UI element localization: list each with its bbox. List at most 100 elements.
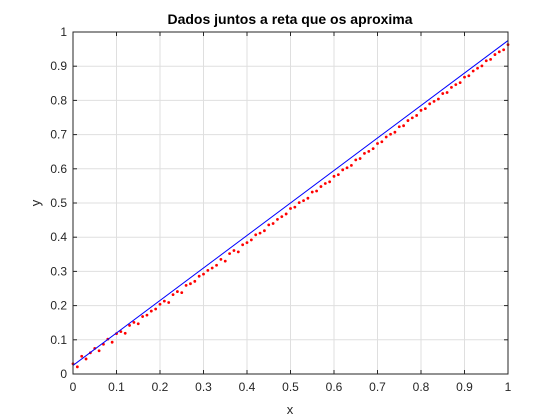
y-tick-label: 0.4	[50, 230, 67, 244]
data-point	[197, 274, 201, 278]
x-tick-label: 0.9	[456, 380, 473, 394]
data-point	[406, 119, 410, 122]
data-point	[132, 320, 136, 324]
data-point	[354, 158, 358, 162]
data-point	[128, 324, 131, 327]
data-point	[80, 354, 84, 358]
data-point	[289, 207, 292, 210]
y-tick-label: 1	[60, 25, 67, 39]
data-point	[306, 196, 310, 200]
data-point	[123, 331, 127, 335]
fit-line	[72, 40, 509, 366]
x-tick-label: 0	[70, 380, 77, 394]
data-point	[228, 252, 232, 256]
data-point	[380, 140, 384, 144]
data-point	[363, 152, 366, 155]
data-point	[241, 243, 245, 247]
data-point	[293, 205, 297, 209]
data-point	[484, 59, 488, 63]
y-tick-label: 0.3	[50, 264, 67, 278]
data-point	[184, 284, 188, 287]
y-tick-label: 0	[60, 367, 67, 381]
data-point	[345, 166, 349, 170]
data-point	[315, 189, 318, 193]
data-point	[302, 199, 305, 203]
data-point	[167, 301, 171, 304]
data-point	[75, 365, 79, 369]
y-tick-label: 0.1	[50, 333, 67, 347]
data-point	[202, 272, 205, 276]
y-tick-labels: 0 0.1 0.2 0.3 0.4 0.5 0.6 0.7 0.8 0.9 1	[50, 25, 67, 381]
data-point	[280, 215, 284, 219]
data-point	[232, 249, 236, 252]
data-point	[145, 313, 149, 317]
data-point	[502, 48, 506, 52]
data-point	[284, 212, 288, 216]
data-point	[428, 102, 432, 106]
data-point	[97, 349, 101, 353]
data-point	[350, 163, 353, 167]
data-point	[476, 66, 479, 70]
data-point	[319, 185, 323, 188]
data-point	[180, 291, 184, 295]
data-point	[497, 50, 501, 54]
data-point	[393, 130, 397, 134]
x-tick-label: 0.4	[239, 380, 256, 394]
data-point	[141, 315, 145, 318]
y-tick-label: 0.5	[50, 196, 67, 210]
data-point	[267, 223, 271, 227]
y-tick-label: 0.2	[50, 299, 67, 313]
data-point	[210, 266, 214, 270]
data-point	[193, 279, 197, 283]
data-point	[149, 309, 153, 313]
x-tick-labels: 0 0.1 0.2 0.3 0.4 0.5 0.6 0.7 0.8 0.9 1	[70, 380, 512, 394]
data-point	[450, 86, 453, 89]
data-point	[249, 238, 253, 242]
data-point	[493, 53, 497, 56]
data-point	[206, 268, 210, 272]
data-points	[71, 43, 510, 369]
x-tick-label: 0.2	[152, 380, 169, 394]
data-point	[463, 75, 466, 79]
x-tick-label: 0.6	[326, 380, 343, 394]
fit-lines	[72, 40, 509, 366]
data-point	[254, 233, 258, 237]
data-point	[341, 168, 345, 172]
data-point	[419, 108, 423, 112]
data-point	[441, 92, 445, 95]
data-point	[397, 125, 401, 129]
data-point	[402, 124, 405, 128]
data-point	[219, 258, 223, 261]
data-point	[376, 142, 379, 145]
data-point	[454, 83, 458, 87]
data-point	[176, 290, 179, 293]
x-tick-label: 0.7	[369, 380, 386, 394]
data-point	[223, 259, 227, 263]
x-tick-label: 1	[505, 380, 512, 394]
ticks	[72, 31, 509, 375]
data-point	[110, 340, 114, 344]
data-point	[389, 132, 392, 136]
x-tick-label: 0.3	[195, 380, 212, 394]
data-point	[328, 180, 332, 184]
x-axis-label: x	[287, 402, 294, 417]
data-point	[297, 201, 301, 205]
data-point	[154, 307, 158, 311]
y-tick-label: 0.8	[50, 93, 67, 107]
y-tick-label: 0.7	[50, 128, 67, 142]
data-point	[119, 330, 123, 333]
data-point	[489, 57, 492, 61]
data-point	[245, 241, 249, 245]
data-point	[276, 218, 279, 221]
data-point	[171, 293, 175, 297]
data-point	[336, 173, 340, 177]
y-tick-label: 0.6	[50, 162, 67, 176]
data-point	[332, 174, 336, 178]
data-point	[467, 74, 471, 78]
data-point	[423, 107, 427, 111]
data-point	[84, 357, 88, 361]
data-point	[158, 302, 162, 306]
data-point	[271, 222, 275, 225]
data-point	[437, 97, 440, 101]
